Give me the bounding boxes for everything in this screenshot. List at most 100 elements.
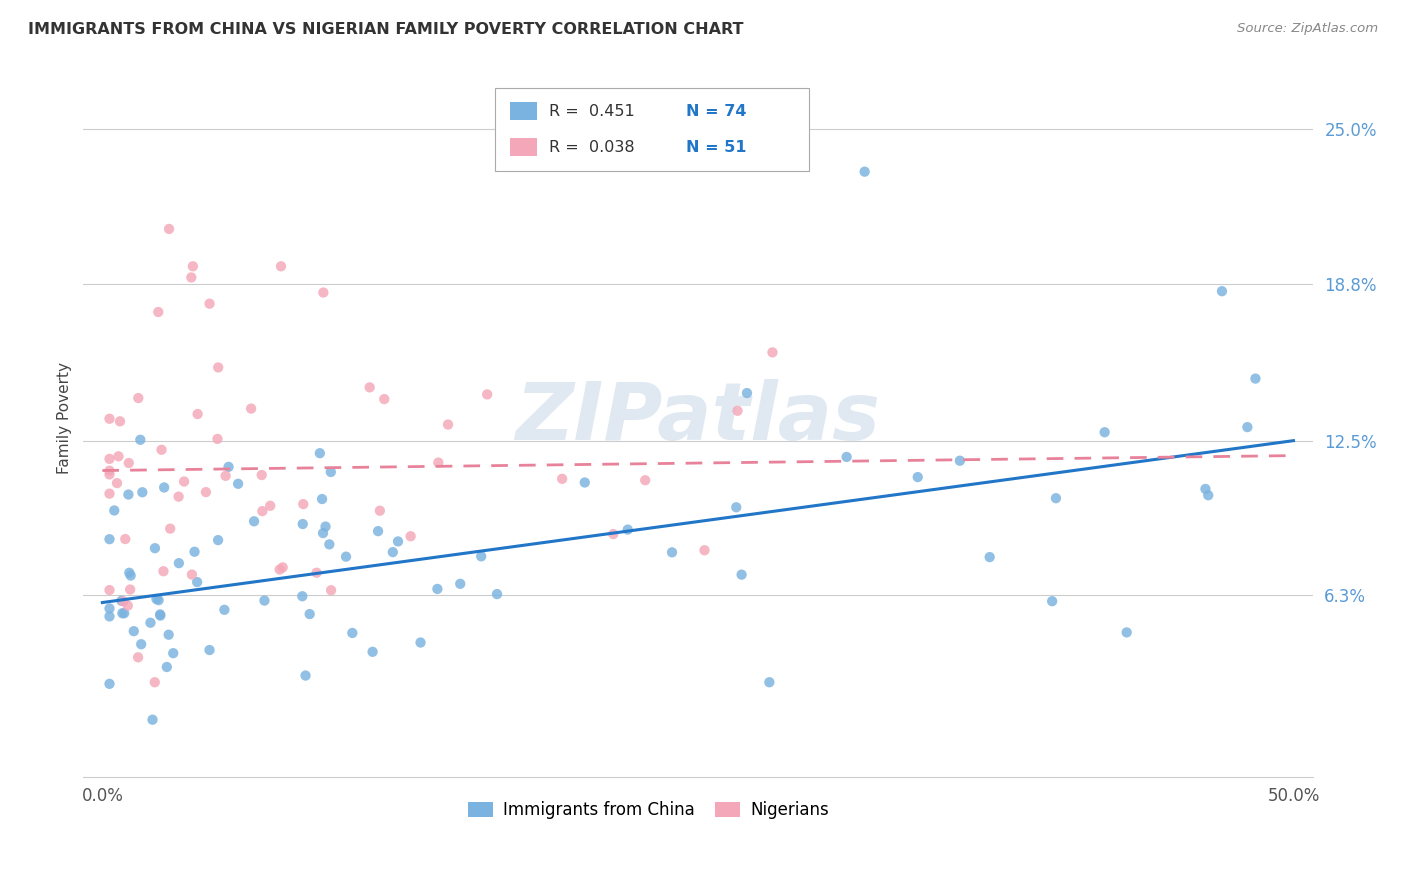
Point [758, 675, 780, 690]
Point [173, 475, 195, 489]
Point [243, 514, 266, 528]
Text: N = 51: N = 51 [686, 140, 747, 154]
Point [117, 487, 139, 501]
Point [387, 534, 409, 549]
Point [634, 473, 657, 487]
Point [143, 541, 166, 556]
Point [373, 392, 395, 406]
Point [149, 607, 172, 622]
Point [103, 503, 125, 517]
Point [311, 491, 333, 506]
Text: N = 74: N = 74 [686, 103, 747, 119]
Point [143, 675, 166, 690]
Point [149, 608, 172, 623]
Y-axis label: Family Poverty: Family Poverty [58, 362, 72, 475]
Point [735, 386, 758, 401]
Point [159, 522, 181, 536]
Point [114, 532, 136, 546]
Point [1115, 625, 1137, 640]
Point [157, 628, 180, 642]
Point [120, 582, 142, 597]
Point [291, 589, 314, 603]
Point [186, 575, 208, 590]
Point [183, 545, 205, 559]
Point [180, 567, 202, 582]
Point [98, 464, 121, 478]
Point [111, 607, 134, 621]
Point [148, 305, 170, 319]
Point [198, 643, 221, 657]
Text: R =  0.038: R = 0.038 [550, 140, 634, 154]
Point [853, 164, 876, 178]
Point [259, 499, 281, 513]
Point [226, 476, 249, 491]
Point [98, 677, 121, 691]
Point [730, 567, 752, 582]
Point [335, 549, 357, 564]
Point [107, 450, 129, 464]
Point [294, 668, 316, 682]
Point [319, 465, 342, 479]
Point [1040, 594, 1063, 608]
Point [153, 480, 176, 494]
Point [1244, 371, 1267, 385]
Point [152, 564, 174, 578]
Point [602, 527, 624, 541]
Text: R =  0.451: R = 0.451 [550, 103, 636, 119]
Text: ZIPatlas: ZIPatlas [516, 379, 880, 458]
Point [979, 550, 1001, 565]
Point [725, 500, 748, 515]
Point [105, 476, 128, 491]
Point [835, 450, 858, 464]
Point [112, 594, 135, 608]
Point [167, 490, 190, 504]
Point [574, 475, 596, 490]
Point [253, 593, 276, 607]
Point [427, 456, 450, 470]
Point [661, 545, 683, 559]
Point [470, 549, 492, 564]
Point [98, 451, 121, 466]
Point [437, 417, 460, 432]
Point [127, 650, 149, 665]
Point [180, 270, 202, 285]
Point [250, 468, 273, 483]
Point [98, 601, 121, 615]
Point [157, 222, 180, 236]
Point [399, 529, 422, 543]
FancyBboxPatch shape [510, 103, 537, 120]
Point [1045, 491, 1067, 506]
Point [118, 566, 141, 580]
Point [150, 442, 173, 457]
Point [240, 401, 263, 416]
Point [162, 646, 184, 660]
Point [207, 360, 229, 375]
Point [98, 583, 121, 598]
Point [949, 454, 972, 468]
Point [98, 486, 121, 500]
Point [477, 387, 499, 401]
Point [318, 537, 340, 551]
Point [907, 470, 929, 484]
Point [761, 345, 783, 359]
Point [693, 543, 716, 558]
Text: Source: ZipAtlas.com: Source: ZipAtlas.com [1237, 22, 1378, 36]
Point [98, 609, 121, 624]
FancyBboxPatch shape [495, 88, 808, 170]
Point [409, 635, 432, 649]
Point [194, 485, 217, 500]
Point [312, 526, 335, 541]
Point [112, 606, 135, 620]
Point [122, 624, 145, 639]
Point [110, 594, 132, 608]
Point [218, 459, 240, 474]
Text: IMMIGRANTS FROM CHINA VS NIGERIAN FAMILY POVERTY CORRELATION CHART: IMMIGRANTS FROM CHINA VS NIGERIAN FAMILY… [28, 22, 744, 37]
Point [315, 519, 337, 533]
Point [117, 599, 139, 613]
Point [727, 403, 749, 417]
Point [298, 607, 321, 621]
Point [359, 380, 381, 394]
Point [98, 467, 121, 482]
Point [551, 472, 574, 486]
Point [167, 556, 190, 570]
